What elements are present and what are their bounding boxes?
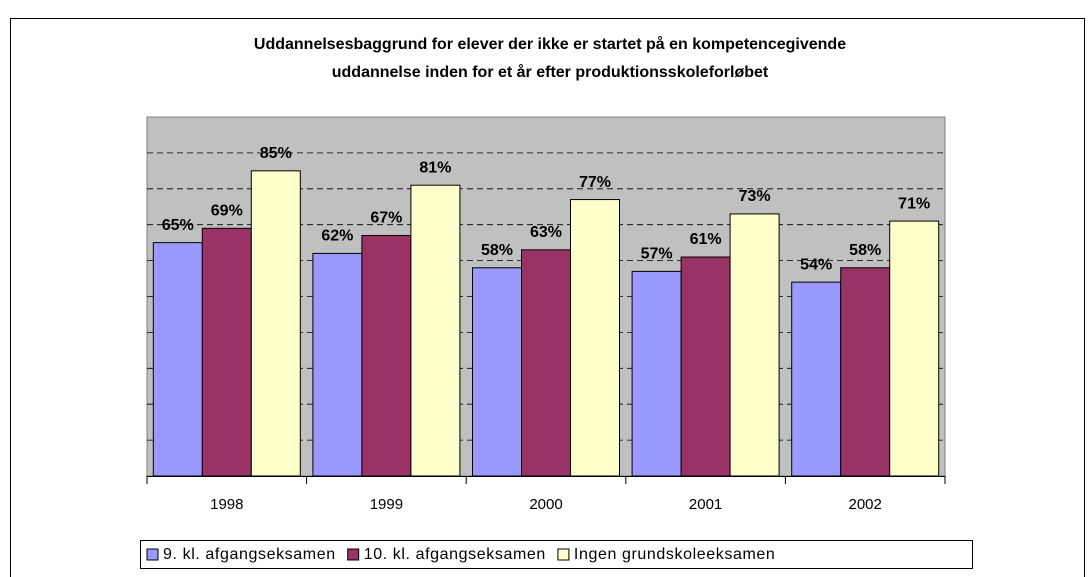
bar	[152, 242, 203, 477]
x-tick-label: 2000	[529, 496, 562, 513]
legend-box	[140, 540, 973, 569]
bar	[410, 184, 461, 477]
chart-title: Uddannelsesbaggrund for elever der ikke …	[254, 35, 846, 53]
data-label: 73%	[739, 188, 771, 205]
legend-label: 9. kl. afgangseksamen	[163, 546, 336, 563]
data-label: 65%	[162, 217, 194, 234]
bar	[201, 227, 252, 477]
x-tick-label: 2002	[849, 496, 882, 513]
data-label: 69%	[211, 203, 243, 220]
data-label: 63%	[530, 224, 562, 241]
bar	[521, 249, 571, 477]
x-tick-label: 1998	[210, 496, 243, 513]
data-label: 62%	[321, 228, 353, 245]
data-label: 57%	[641, 246, 673, 263]
bar	[312, 252, 363, 477]
bar	[840, 267, 891, 477]
data-label: 77%	[579, 174, 611, 191]
bar	[889, 220, 940, 477]
legend-swatch	[347, 548, 360, 561]
x-tick-label: 1999	[370, 496, 403, 513]
bar	[361, 234, 412, 477]
x-tick-label: 2001	[689, 496, 722, 513]
chart-title: uddannelse inden for et år efter produkt…	[332, 63, 769, 81]
data-label: 58%	[481, 242, 513, 259]
bar	[250, 170, 301, 477]
data-label: 71%	[898, 195, 930, 212]
data-label: 61%	[690, 231, 722, 248]
legend-swatch	[146, 548, 159, 561]
data-label: 85%	[260, 145, 292, 162]
bar	[729, 213, 780, 477]
bar	[791, 281, 842, 477]
bar	[631, 270, 682, 477]
data-label: 81%	[419, 159, 451, 176]
bar	[680, 256, 731, 477]
data-label: 67%	[370, 210, 402, 227]
bar	[570, 199, 620, 477]
data-label: 54%	[800, 256, 832, 273]
legend-label: 10. kl. afgangseksamen	[364, 546, 546, 563]
data-label: 58%	[849, 242, 881, 259]
bar	[472, 267, 522, 477]
legend-label: Ingen grundskoleeksamen	[574, 546, 775, 563]
legend-swatch	[557, 548, 570, 561]
